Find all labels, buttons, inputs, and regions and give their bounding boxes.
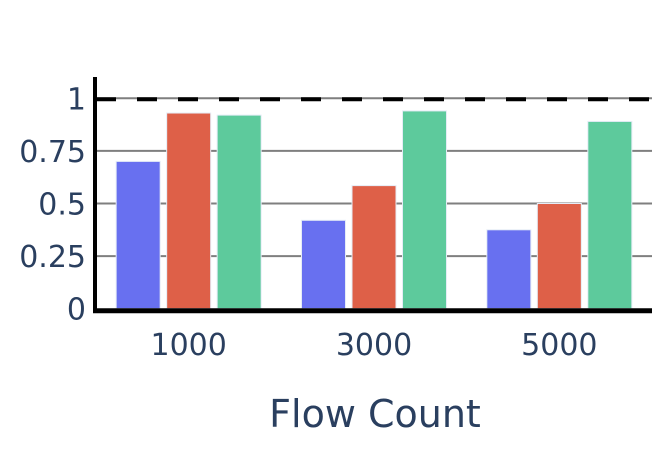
bar-series-2-1000 (166, 112, 212, 310)
bar-series-1-5000 (486, 229, 532, 310)
bar-series-3-5000 (587, 120, 633, 310)
axes (93, 77, 652, 314)
y-tick-label: 0.5 (38, 188, 86, 223)
bar-series-1-3000 (301, 219, 346, 310)
bars (115, 110, 633, 310)
bar-series-3-3000 (402, 110, 447, 310)
x-tick-label: 3000 (336, 328, 412, 363)
x-tick-labels: 1000 3000 5000 (150, 328, 597, 363)
y-tick-label: 0 (67, 293, 86, 328)
x-tick-label: 5000 (521, 328, 597, 363)
bar-series-3-1000 (216, 114, 262, 310)
y-tick-labels: 0 0.25 0.5 0.75 1 (19, 82, 86, 327)
bar-series-2-3000 (351, 185, 397, 310)
bar-series-2-5000 (536, 203, 582, 310)
y-tick-label: 0.75 (19, 135, 86, 170)
x-axis-title: Flow Count (269, 392, 481, 436)
y-tick-label: 1 (67, 82, 86, 117)
bar-series-1-1000 (115, 160, 161, 310)
y-tick-label: 0.25 (19, 240, 86, 275)
x-tick-label: 1000 (150, 328, 226, 363)
